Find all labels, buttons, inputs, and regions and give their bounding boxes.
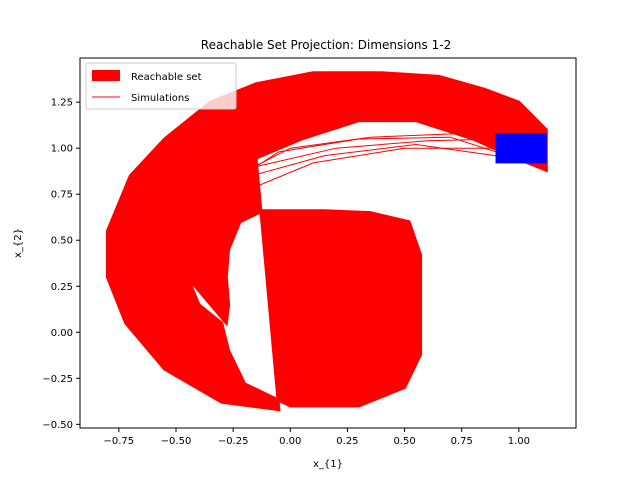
chart-title: Reachable Set Projection: Dimensions 1-2 xyxy=(201,38,451,52)
simulation-trace xyxy=(189,133,531,248)
x-axis-label: x_{1} xyxy=(313,459,343,470)
initial-set-layer xyxy=(495,133,547,164)
legend-box xyxy=(85,62,237,110)
x-tick-label: 0.00 xyxy=(279,436,301,447)
legend: Reachable set Simulations xyxy=(85,62,237,110)
x-tick-label: −0.50 xyxy=(161,436,192,447)
x-axis-ticks: −0.75 −0.50 −0.25 0.00 0.25 0.50 0.75 1.00 xyxy=(104,428,530,447)
simulation-trace xyxy=(191,136,542,269)
y-tick-label: 0.50 xyxy=(51,236,73,247)
y-axis-label: x_{2} xyxy=(13,228,24,258)
y-tick-label: 0.25 xyxy=(51,282,73,293)
x-tick-label: −0.25 xyxy=(218,436,249,447)
y-tick-label: 1.00 xyxy=(51,144,73,155)
x-tick-label: 0.50 xyxy=(393,436,415,447)
legend-simulations-label: Simulations xyxy=(131,93,189,104)
y-tick-label: −0.25 xyxy=(42,374,73,385)
simulation-layer xyxy=(186,133,542,287)
simulation-trace xyxy=(186,147,496,287)
y-tick-label: −0.50 xyxy=(42,420,73,431)
legend-reachable-set-patch xyxy=(92,70,120,81)
legend-reachable-set-label: Reachable set xyxy=(131,72,202,83)
y-axis-ticks: −0.50 −0.25 0.00 0.25 0.50 0.75 1.00 1.25 xyxy=(42,98,80,431)
x-tick-label: 1.00 xyxy=(508,436,530,447)
axes-frame xyxy=(79,57,577,429)
y-tick-label: 1.25 xyxy=(51,98,73,109)
y-tick-label: 0.00 xyxy=(51,328,73,339)
y-tick-label: 0.75 xyxy=(51,190,73,201)
x-tick-label: 0.75 xyxy=(451,436,473,447)
initial-set-region xyxy=(495,133,547,164)
x-tick-label: 0.25 xyxy=(336,436,358,447)
x-tick-label: −0.75 xyxy=(104,436,135,447)
